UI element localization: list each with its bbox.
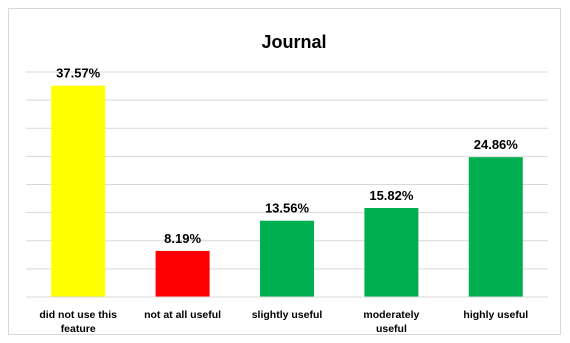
category-label-1: did not use this feature (39, 309, 117, 335)
category-label-2: not at all useful (144, 309, 221, 321)
bars (51, 85, 523, 297)
bar-4 (364, 208, 419, 297)
data-label-5: 24.86% (474, 137, 519, 152)
data-label-4: 15.82% (369, 188, 414, 203)
category-label-3: slightly useful (252, 309, 323, 321)
bar-5 (468, 157, 523, 297)
data-label-3: 13.56% (265, 201, 310, 216)
category-labels: did not use this feature not at all useful… (39, 309, 528, 335)
data-labels: 37.57% 8.19% 13.56% 15.82% 24.86% (56, 66, 518, 246)
gridlines (26, 71, 548, 270)
bar-1 (51, 85, 106, 297)
bar-3 (260, 220, 314, 297)
bar-2 (155, 250, 210, 297)
chart-title: Journal (261, 32, 326, 52)
data-label-1: 37.57% (56, 66, 101, 81)
category-label-4: moderately useful (363, 309, 419, 335)
category-label-5: highly useful (463, 309, 528, 321)
data-label-2: 8.19% (164, 231, 201, 246)
